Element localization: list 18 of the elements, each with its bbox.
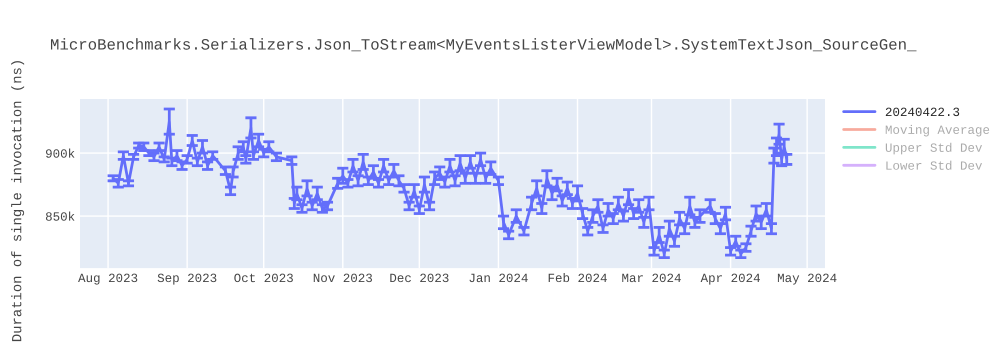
y-tick-label: 900k — [46, 148, 74, 158]
legend-label: Upper Std Dev — [886, 142, 982, 154]
y-tick-label: 850k — [46, 212, 74, 221]
x-tick-label: Dec 2023 — [390, 274, 449, 282]
x-tick-label: Jan 2024 — [469, 274, 528, 282]
x-tick-label: Sep 2023 — [158, 274, 216, 285]
legend-label: Lower Std Dev — [886, 160, 982, 170]
x-tick-label: Feb 2024 — [548, 272, 607, 282]
x-tick-label: Oct 2023 — [234, 274, 293, 282]
x-tick-label: Mar 2024 — [622, 274, 681, 282]
x-tick-label: Nov 2023 — [314, 274, 372, 282]
legend-label: 20240422.3 — [886, 108, 960, 116]
y-axis-title: Duration of single invocation (ns) — [11, 61, 24, 342]
legend-label: Moving Average — [886, 124, 990, 136]
x-tick-label: Aug 2023 — [78, 274, 138, 285]
x-tick-label: May 2024 — [778, 274, 837, 285]
chart-title: MicroBenchmarks.Serializers.Json_ToStream<MyEventsListerViewModel>.SystemTextJson_SourceGen_ — [50, 38, 917, 53]
x-tick-label: Apr 2024 — [700, 274, 760, 285]
